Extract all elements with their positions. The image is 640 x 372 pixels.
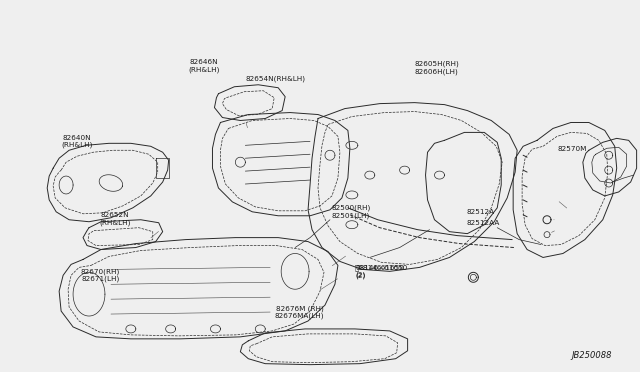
Text: 82640N
(RH&LH): 82640N (RH&LH) (61, 135, 92, 148)
Text: 82670(RH)
82671(LH): 82670(RH) 82671(LH) (81, 268, 120, 282)
Text: 82652N
(RH&LH): 82652N (RH&LH) (99, 212, 131, 226)
Text: 82570M: 82570M (557, 146, 586, 152)
Text: 82654N(RH&LH): 82654N(RH&LH) (245, 76, 305, 82)
Text: 82676M (RH)
82676MA(LH): 82676M (RH) 82676MA(LH) (275, 305, 324, 319)
Text: 82500(RH)
82501(LH): 82500(RH) 82501(LH) (332, 205, 371, 219)
Text: 82512A: 82512A (467, 209, 495, 215)
Text: 08146-61650
(2): 08146-61650 (2) (355, 264, 408, 279)
Text: 82646N
(RH&LH): 82646N (RH&LH) (188, 59, 220, 73)
Text: 82605H(RH)
82606H(LH): 82605H(RH) 82606H(LH) (414, 61, 459, 75)
Text: 08146-61650
(2): 08146-61650 (2) (355, 265, 404, 278)
Text: 82512AA: 82512AA (467, 220, 500, 226)
Text: JB250088: JB250088 (572, 350, 612, 360)
